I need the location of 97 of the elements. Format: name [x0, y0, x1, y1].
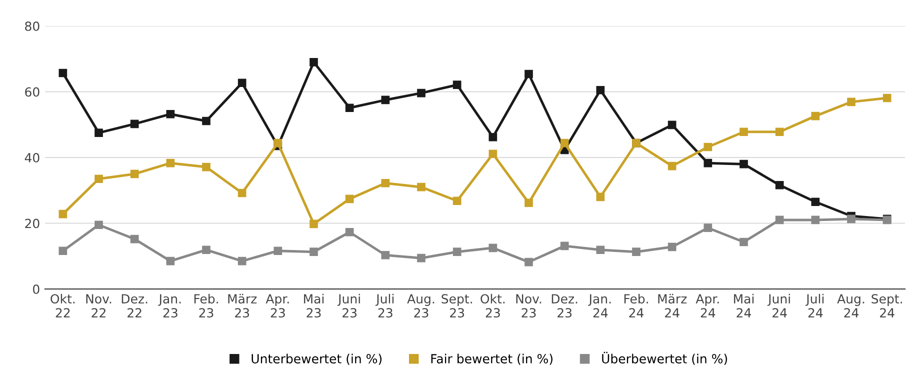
point — [704, 224, 712, 232]
point — [596, 192, 605, 202]
point — [202, 116, 210, 126]
point — [130, 234, 139, 244]
point — [417, 88, 426, 98]
x-tick-label: März 24 — [658, 294, 687, 318]
point — [417, 254, 426, 262]
point — [740, 128, 748, 136]
x-tick-label: Jan. 23 — [158, 294, 181, 318]
point — [704, 158, 712, 168]
point — [740, 238, 748, 246]
point — [130, 170, 139, 178]
legend-label: Überbewertet (in %) — [602, 352, 728, 365]
point — [381, 250, 390, 260]
point — [488, 132, 498, 142]
point — [58, 68, 68, 78]
x-tick-label: Apr. 23 — [266, 294, 289, 318]
x-tick-label: Jan. 24 — [588, 294, 611, 318]
x-tick-label: Apr. 24 — [696, 294, 719, 318]
x-tick-label: Sept. 24 — [872, 294, 902, 318]
point — [58, 210, 68, 218]
point — [704, 142, 712, 152]
point — [274, 246, 282, 256]
point — [632, 248, 640, 256]
x-tick-label: Mai 23 — [304, 294, 324, 318]
x-tick-label: Juni 23 — [337, 294, 360, 318]
legend-label: Fair bewertet (in %) — [431, 354, 552, 365]
point — [94, 174, 103, 184]
x-tick-label: Mai 24 — [734, 294, 754, 318]
point — [524, 198, 533, 208]
point — [274, 138, 282, 148]
x-tick-label: Juli 24 — [805, 294, 824, 318]
point — [345, 228, 354, 236]
point — [58, 246, 68, 256]
point — [775, 216, 784, 224]
x-tick-label: Feb. 24 — [624, 294, 648, 318]
x-tick-label: Aug. 24 — [837, 294, 864, 318]
x-tick-label: Aug. 23 — [407, 294, 434, 318]
point — [668, 162, 676, 170]
point — [310, 220, 318, 228]
point — [847, 214, 856, 224]
point — [524, 258, 533, 266]
x-tick-label: Sept. 23 — [442, 294, 472, 318]
point — [238, 256, 246, 266]
point — [310, 248, 318, 256]
point — [94, 128, 103, 138]
x-tick-label: Dez. 22 — [122, 294, 148, 318]
point — [596, 86, 605, 94]
point — [882, 94, 892, 102]
point — [596, 246, 605, 254]
point — [310, 58, 318, 66]
point — [381, 178, 390, 188]
x-tick-label: März 23 — [228, 294, 257, 318]
y-tick-label: 20 — [25, 218, 40, 228]
point — [166, 256, 175, 266]
x-tick-label: Nov. 23 — [516, 294, 542, 318]
point — [238, 78, 246, 88]
point — [381, 96, 390, 104]
y-tick-label: 60 — [25, 87, 40, 97]
x-tick-label: Feb. 23 — [194, 294, 218, 318]
point — [166, 158, 175, 168]
point — [94, 220, 103, 230]
y-tick-label: 40 — [24, 152, 40, 162]
point — [740, 160, 748, 168]
point — [202, 162, 210, 172]
point — [452, 248, 462, 256]
point — [811, 216, 820, 224]
x-tick-label: Dez. 23 — [552, 294, 578, 318]
x-tick-label: Juli 23 — [375, 294, 394, 318]
point — [452, 80, 462, 90]
x-tick-label: Okt. 22 — [50, 294, 75, 318]
point — [238, 188, 246, 198]
point — [668, 242, 676, 252]
point — [524, 70, 533, 78]
y-tick-label: 80 — [25, 21, 40, 31]
point — [166, 110, 175, 118]
y-tick-label: 0 — [33, 284, 40, 294]
point — [668, 120, 676, 130]
point — [811, 198, 820, 206]
point — [488, 244, 498, 252]
x-tick-label: Nov. 22 — [86, 294, 112, 318]
x-tick-label: Okt. 23 — [480, 294, 505, 318]
point — [488, 150, 498, 158]
point — [417, 182, 426, 192]
point — [345, 104, 354, 112]
x-tick-label: Juni 24 — [767, 294, 790, 318]
point — [345, 194, 354, 204]
point — [452, 196, 462, 206]
point — [811, 112, 820, 120]
point — [130, 120, 139, 128]
point — [775, 180, 784, 190]
point — [775, 128, 784, 136]
point — [560, 242, 569, 250]
legend-label: Unterbewertet (in %) — [252, 354, 382, 365]
point — [560, 138, 569, 148]
point — [847, 98, 856, 106]
point — [202, 246, 210, 254]
